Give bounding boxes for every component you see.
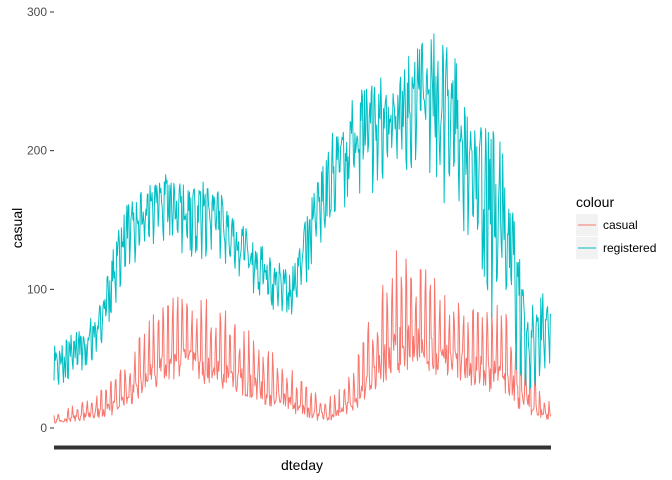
y-tick-label: 300 [27,5,47,19]
x-axis-title: dteday [281,457,323,473]
series-line-registered [53,33,552,389]
legend-label: registered [603,241,656,255]
series-line-casual [53,250,552,424]
y-tick-label: 0 [40,421,47,435]
y-tick-label: 100 [27,282,47,296]
series-lines [53,33,552,424]
legend-label: casual [603,218,638,232]
x-axis-date-ticks [54,445,551,450]
y-axis-title: casual [9,208,25,248]
legend: colour casual registered [576,194,656,259]
y-tick-label: 200 [27,144,47,158]
legend-title: colour [576,194,614,210]
y-axis: 0 100 200 300 [27,5,54,435]
